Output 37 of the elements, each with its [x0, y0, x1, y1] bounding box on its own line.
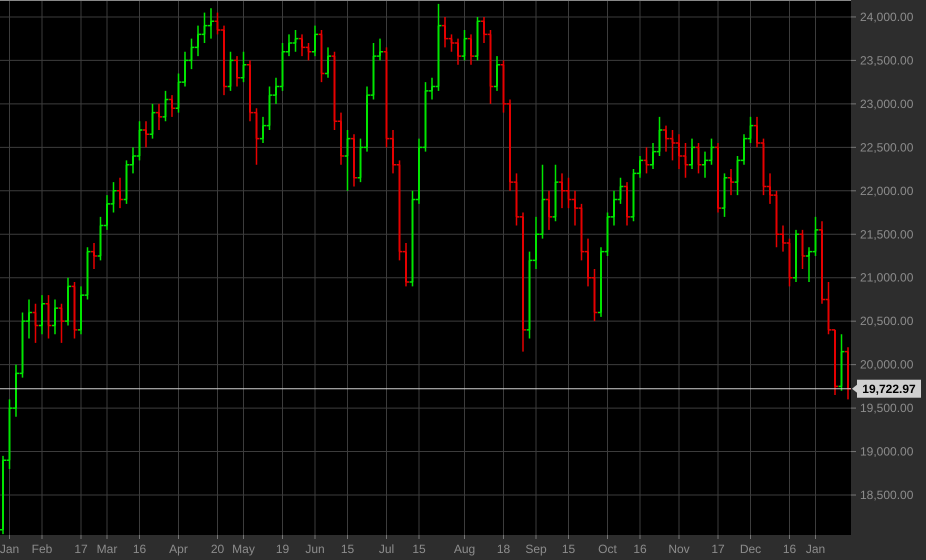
x-tick-label: 15 [340, 542, 354, 556]
y-tick-label: 24,000.00 [860, 10, 914, 24]
x-tick-label: Jun [305, 542, 325, 556]
x-tick-label: Aug [454, 542, 476, 556]
x-tick-label: 15 [412, 542, 426, 556]
x-tick-label: 19 [276, 542, 290, 556]
x-tick-label: 16 [633, 542, 647, 556]
y-tick-label: 20,000.00 [860, 358, 914, 372]
x-tick-label: 17 [74, 542, 88, 556]
y-tick-label: 21,000.00 [860, 270, 914, 285]
x-tick-label: Oct [598, 542, 618, 556]
y-tick-label: 23,500.00 [860, 53, 914, 68]
x-tick-label: 15 [562, 542, 576, 556]
y-tick-label: 23,000.00 [860, 96, 914, 111]
x-tick-label: Feb [32, 542, 53, 556]
x-tick-label: Jan [0, 542, 20, 556]
x-tick-label: Dec [740, 542, 762, 556]
ref-line-label: 19,722.97 [862, 382, 916, 396]
x-tick-label: Nov [668, 542, 690, 556]
y-tick-label: 22,000.00 [860, 184, 914, 198]
x-tick-label: 18 [496, 542, 510, 556]
x-tick-label: 16 [782, 542, 796, 556]
y-tick-label: 20,500.00 [860, 314, 914, 328]
x-tick-label: Jan [806, 542, 826, 556]
y-tick-label: 19,500.00 [860, 401, 914, 416]
y-tick-label: 19,000.00 [860, 444, 914, 459]
x-tick-label: Mar [96, 542, 118, 556]
x-tick-label: Apr [169, 542, 188, 556]
x-tick-label: 16 [132, 542, 146, 556]
y-tick-label: 22,500.00 [860, 140, 914, 154]
x-tick-label: 20 [210, 542, 224, 556]
x-tick-label: Sep [525, 542, 547, 556]
y-tick-label: 18,500.00 [860, 488, 914, 502]
x-tick-label: 17 [711, 542, 725, 556]
x-tick-label: Jul [378, 542, 394, 556]
y-tick-label: 21,500.00 [860, 227, 914, 242]
x-tick-label: May [232, 542, 255, 556]
